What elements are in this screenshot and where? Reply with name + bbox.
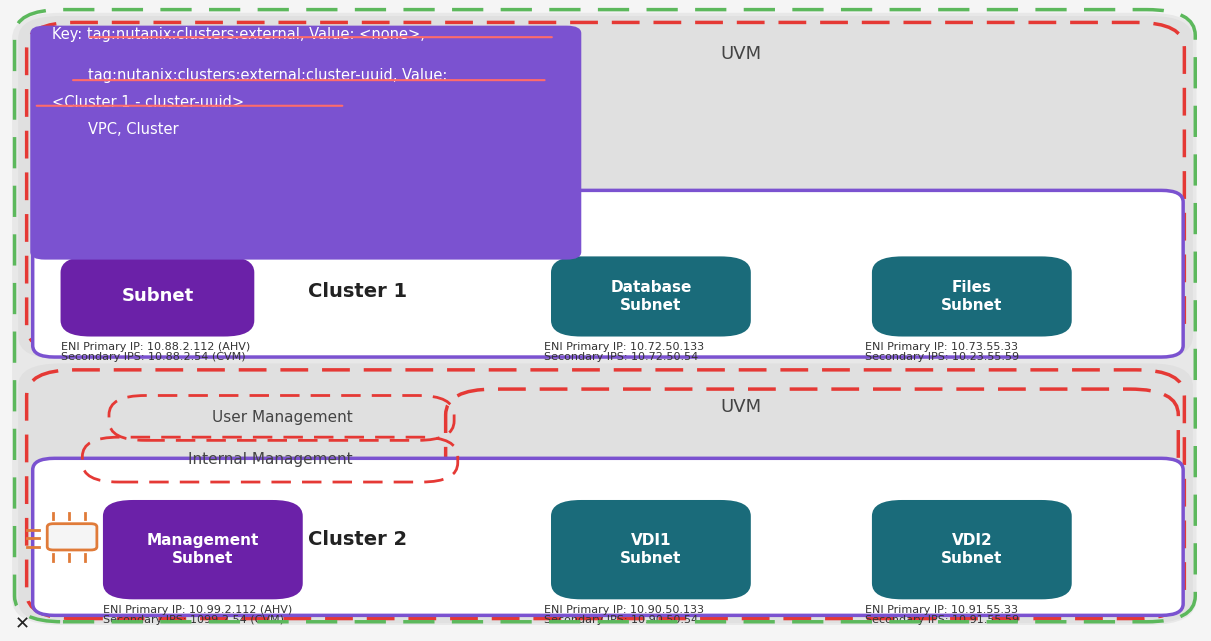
Text: Secondary IPS: 1099.2.54 (CVM): Secondary IPS: 1099.2.54 (CVM) [103, 615, 283, 625]
Text: UVM: UVM [721, 46, 762, 63]
Text: Subnet: Subnet [121, 287, 194, 306]
Text: Key: tag:nutanix:clusters:external, Value: <none>,: Key: tag:nutanix:clusters:external, Valu… [52, 27, 425, 42]
Text: Cluster 1: Cluster 1 [308, 282, 407, 301]
Text: Secondary IPS: 10.72.50.54: Secondary IPS: 10.72.50.54 [544, 352, 698, 362]
FancyBboxPatch shape [61, 256, 254, 337]
FancyBboxPatch shape [30, 26, 581, 260]
Text: VPC, Cluster: VPC, Cluster [88, 122, 179, 137]
Text: UVM: UVM [721, 398, 762, 416]
Text: VDI1
Subnet: VDI1 Subnet [620, 533, 682, 567]
Text: Secondary IPS: 10.88.2.54 (CVM): Secondary IPS: 10.88.2.54 (CVM) [61, 352, 245, 362]
FancyBboxPatch shape [551, 256, 751, 337]
Text: Internal Management: Internal Management [188, 452, 352, 467]
Text: ENI Primary IP: 10.72.50.133: ENI Primary IP: 10.72.50.133 [544, 342, 704, 353]
Text: ENI Primary IP: 10.91.55.33: ENI Primary IP: 10.91.55.33 [865, 605, 1017, 615]
FancyBboxPatch shape [12, 13, 1196, 625]
FancyBboxPatch shape [872, 500, 1072, 599]
FancyBboxPatch shape [18, 363, 1193, 623]
Text: Secondary IPS: 10.90.50.54: Secondary IPS: 10.90.50.54 [544, 615, 698, 625]
FancyBboxPatch shape [47, 524, 97, 550]
Text: Secondary IPS: 10.23.55.59: Secondary IPS: 10.23.55.59 [865, 352, 1018, 362]
Text: User Management: User Management [212, 410, 352, 426]
FancyBboxPatch shape [33, 458, 1183, 615]
Text: Secondary IPS: 10.91.55.59: Secondary IPS: 10.91.55.59 [865, 615, 1018, 625]
Text: VDI2
Subnet: VDI2 Subnet [941, 533, 1003, 567]
FancyBboxPatch shape [18, 16, 1193, 359]
Text: tag:nutanix:clusters:external:cluster-uuid, Value:: tag:nutanix:clusters:external:cluster-uu… [88, 68, 448, 83]
FancyBboxPatch shape [103, 500, 303, 599]
Text: ENI Primary IP: 10.73.55.33: ENI Primary IP: 10.73.55.33 [865, 342, 1017, 353]
Text: Cluster 2: Cluster 2 [308, 530, 407, 549]
Text: <Cluster 1 - cluster-uuid>: <Cluster 1 - cluster-uuid> [52, 95, 245, 110]
Text: ✕: ✕ [15, 615, 29, 633]
FancyBboxPatch shape [872, 256, 1072, 337]
Text: ENI Primary IP: 10.88.2.112 (AHV): ENI Primary IP: 10.88.2.112 (AHV) [61, 342, 249, 353]
Text: ENI Primary IP: 10.90.50.133: ENI Primary IP: 10.90.50.133 [544, 605, 704, 615]
Text: ENI Primary IP: 10.99.2.112 (AHV): ENI Primary IP: 10.99.2.112 (AHV) [103, 605, 292, 615]
Text: Database
Subnet: Database Subnet [610, 279, 691, 313]
FancyBboxPatch shape [551, 500, 751, 599]
FancyBboxPatch shape [33, 190, 1183, 357]
Text: Files
Subnet: Files Subnet [941, 279, 1003, 313]
Text: Management
Subnet: Management Subnet [147, 533, 259, 567]
